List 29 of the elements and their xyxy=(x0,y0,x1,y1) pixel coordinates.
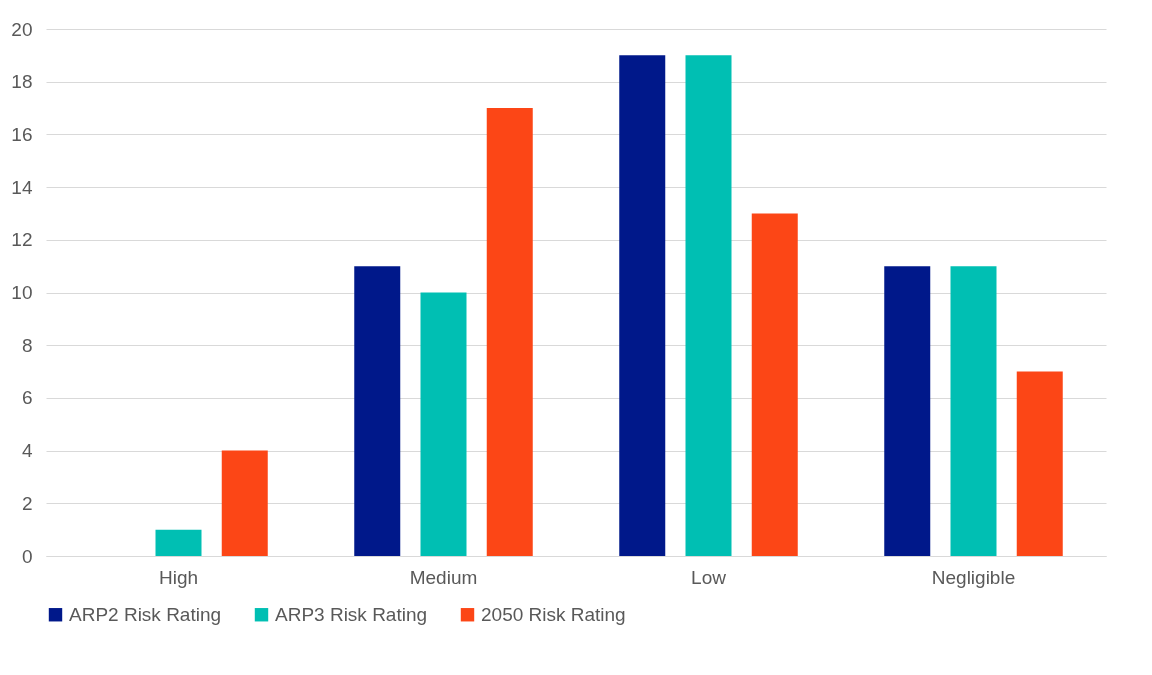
y-tick-label: 6 xyxy=(21,387,33,409)
legend-label: ARP2 Risk Rating xyxy=(69,603,222,625)
bar xyxy=(1016,371,1063,556)
bar xyxy=(155,529,202,556)
y-tick-label: 8 xyxy=(21,334,33,356)
bar xyxy=(486,108,533,556)
y-tick-label: 16 xyxy=(11,123,33,145)
y-tick-label: 14 xyxy=(11,176,33,198)
y-tick-label: 18 xyxy=(11,71,33,93)
y-tick-label: 10 xyxy=(11,282,33,303)
y-tick-label: 2 xyxy=(21,492,33,514)
bar xyxy=(420,292,467,556)
bar xyxy=(685,55,732,556)
x-tick-label: Negligible xyxy=(931,566,1016,588)
bar xyxy=(884,266,931,556)
x-tick-label: Low xyxy=(691,566,727,588)
y-tick-label: 0 xyxy=(21,545,33,567)
bar xyxy=(950,266,997,556)
y-tick-label: 20 xyxy=(11,18,33,40)
legend-label: ARP3 Risk Rating xyxy=(275,603,428,625)
bar xyxy=(751,213,798,556)
y-tick-label: 12 xyxy=(11,229,33,251)
y-tick-label: 4 xyxy=(21,440,33,462)
x-tick-label: Medium xyxy=(409,566,478,588)
bar xyxy=(221,450,268,556)
x-tick-label: High xyxy=(158,566,199,588)
legend-label: 2050 Risk Rating xyxy=(481,603,626,625)
bar xyxy=(619,55,666,556)
bar xyxy=(354,266,401,556)
